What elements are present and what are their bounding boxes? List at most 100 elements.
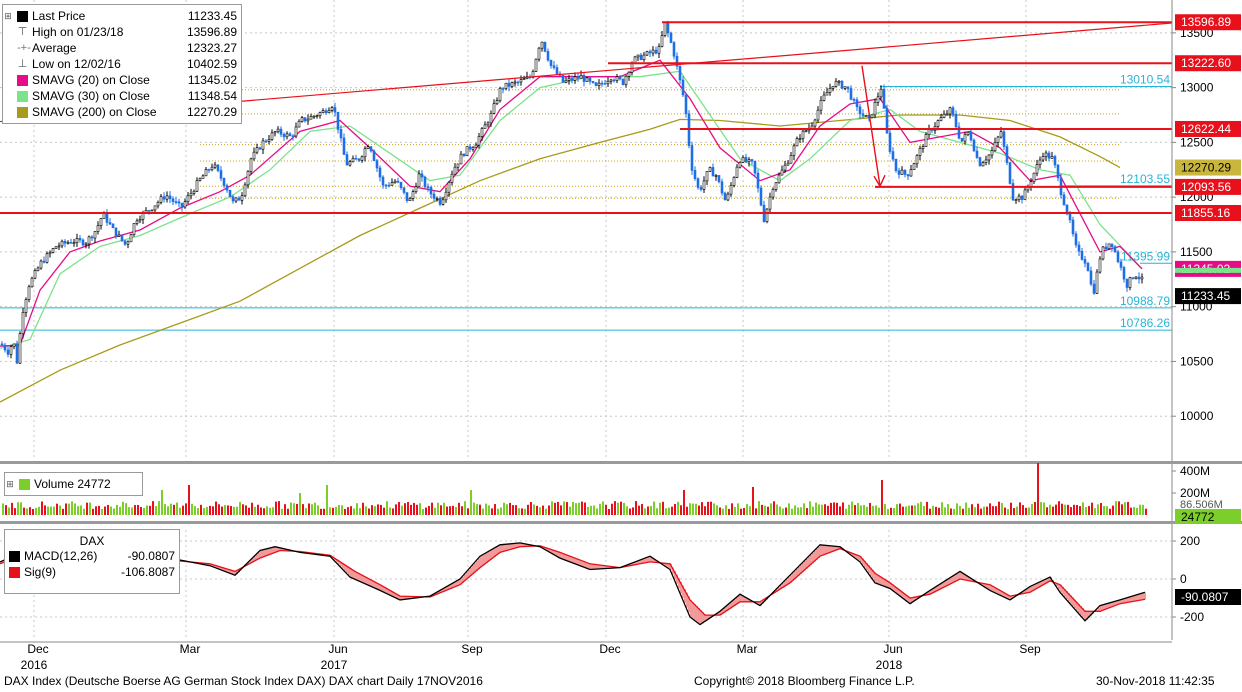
volume-bar bbox=[641, 504, 643, 515]
volume-bar bbox=[374, 506, 376, 515]
volume-bar bbox=[551, 501, 553, 515]
macd-diff-fill bbox=[744, 596, 746, 602]
macd-diff-fill bbox=[514, 543, 516, 549]
macd-diff-fill bbox=[1112, 602, 1114, 607]
macd-diff-fill bbox=[672, 567, 674, 575]
volume-bar bbox=[782, 508, 784, 515]
macd-diff-fill bbox=[802, 563, 804, 573]
volume-bar bbox=[248, 507, 250, 515]
candle-body bbox=[186, 195, 190, 202]
volume-bar bbox=[293, 503, 295, 515]
candle-body bbox=[210, 166, 214, 171]
volume-bar bbox=[191, 503, 193, 515]
candle-body bbox=[78, 238, 82, 241]
volume-bar bbox=[266, 506, 268, 515]
volume-bar bbox=[851, 501, 853, 515]
macd-diff-fill bbox=[362, 575, 364, 583]
candle-body bbox=[651, 49, 655, 54]
macd-diff-fill bbox=[516, 543, 518, 548]
candle-body bbox=[948, 107, 952, 115]
macd-diff-fill bbox=[596, 564, 598, 570]
volume-bar bbox=[1082, 502, 1084, 515]
candle-body bbox=[846, 86, 850, 89]
fib-label: 11395.99 bbox=[1121, 249, 1170, 263]
candle-body bbox=[477, 136, 481, 146]
macd-diff-fill bbox=[968, 576, 970, 581]
volume-bar bbox=[920, 501, 922, 515]
volume-bar bbox=[335, 506, 337, 515]
volume-bar bbox=[356, 503, 358, 515]
volume-bar bbox=[695, 503, 697, 515]
candle-body bbox=[342, 137, 346, 155]
candle-body bbox=[411, 191, 415, 199]
candle-body bbox=[111, 223, 115, 229]
volume-bar bbox=[974, 507, 976, 515]
macd-diff-fill bbox=[746, 597, 748, 602]
volume-bar bbox=[533, 504, 535, 515]
expand-icon[interactable]: ⊞ bbox=[6, 478, 14, 489]
volume-bar bbox=[1028, 507, 1030, 515]
candle-body bbox=[912, 163, 916, 170]
candle-body bbox=[900, 169, 904, 175]
candle-body bbox=[645, 51, 649, 56]
volume-bar bbox=[761, 504, 763, 515]
volume-bar bbox=[1055, 504, 1057, 515]
macd-diff-fill bbox=[906, 594, 908, 601]
macd-diff-fill bbox=[402, 596, 404, 600]
candle-body bbox=[597, 82, 601, 86]
volume-bar bbox=[674, 503, 676, 515]
volume-bar bbox=[116, 504, 118, 515]
macd-diff-fill bbox=[564, 553, 566, 560]
macd-diff-fill bbox=[1134, 595, 1136, 602]
candle-body bbox=[918, 148, 922, 156]
volume-bar bbox=[806, 508, 808, 515]
expand-icon[interactable]: ⊞ bbox=[4, 10, 12, 21]
candle-body bbox=[603, 83, 607, 85]
volume-bar bbox=[1022, 505, 1024, 515]
candle-body bbox=[54, 246, 58, 250]
macd-diff-fill bbox=[464, 574, 466, 582]
macd-diff-fill bbox=[218, 566, 220, 569]
macd-diff-fill bbox=[694, 603, 696, 621]
candle-body bbox=[849, 88, 853, 100]
volume-bar bbox=[41, 501, 43, 515]
macd-diff-fill bbox=[960, 571, 962, 579]
volume-bar bbox=[548, 505, 550, 515]
candle-body bbox=[861, 113, 865, 116]
volume-bar bbox=[230, 506, 232, 515]
macd-diff-fill bbox=[902, 591, 904, 598]
volume-bar bbox=[1085, 507, 1087, 515]
candle-body bbox=[336, 111, 340, 130]
macd-diff-fill bbox=[476, 560, 478, 572]
candle-body bbox=[1119, 261, 1123, 268]
macd-diff-fill bbox=[738, 595, 740, 604]
volume-bar bbox=[635, 501, 637, 515]
volume-bar bbox=[110, 506, 112, 515]
x-tick-label: Sep bbox=[1019, 642, 1041, 656]
volume-bar bbox=[404, 503, 406, 515]
volume-bar bbox=[650, 506, 652, 515]
volume-bar bbox=[365, 506, 367, 515]
volume-bar bbox=[1052, 506, 1054, 515]
macd-diff-fill bbox=[396, 593, 398, 598]
candle-body bbox=[393, 180, 397, 183]
macd-diff-fill bbox=[522, 543, 524, 547]
macd-diff-fill bbox=[970, 577, 972, 581]
macd-diff-fill bbox=[206, 563, 208, 565]
candle-body bbox=[1071, 219, 1075, 235]
candle-body bbox=[768, 196, 772, 210]
legend-label: Average bbox=[32, 41, 77, 55]
macd-diff-fill bbox=[690, 599, 692, 617]
candle-body bbox=[45, 253, 49, 263]
volume-bar bbox=[1016, 506, 1018, 515]
candle-body bbox=[192, 190, 196, 194]
volume-bar bbox=[1019, 502, 1021, 515]
volume-bar bbox=[425, 507, 427, 515]
macd-diff-fill bbox=[1096, 609, 1098, 612]
y-tick-label: 10500 bbox=[1180, 354, 1214, 368]
candle-body bbox=[612, 79, 616, 82]
candle-body bbox=[735, 166, 739, 178]
legend-value: 11345.02 bbox=[187, 73, 237, 87]
legend-value: -106.8087 bbox=[120, 565, 175, 579]
macd-diff-fill bbox=[560, 552, 562, 559]
